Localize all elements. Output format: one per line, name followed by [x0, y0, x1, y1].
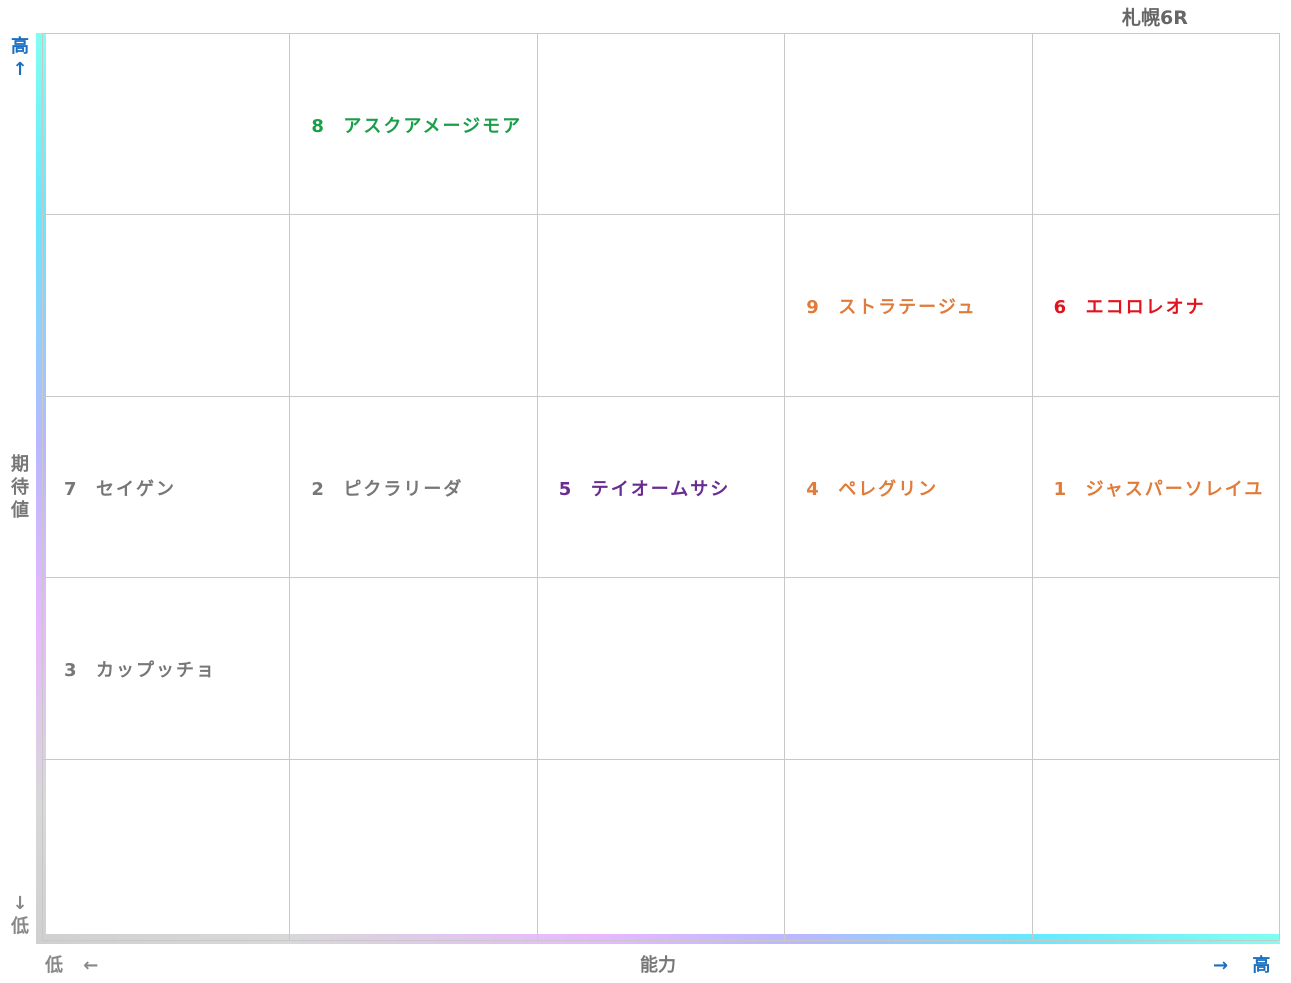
grid-line	[42, 758, 1279, 760]
grid-line	[42, 577, 1279, 579]
y-axis-bar	[36, 33, 46, 943]
grid-line	[42, 214, 1279, 216]
x-label: 能力	[640, 955, 676, 976]
y-label: 期待値	[11, 454, 29, 521]
horse-name: セイゲン	[96, 478, 176, 500]
horse-number: 5	[558, 478, 574, 500]
grid-line	[42, 33, 1279, 34]
horse-name: ジャスパーソレイユ	[1085, 478, 1265, 500]
y-low: ↓低	[11, 893, 29, 937]
horse-name: テイオームサシ	[590, 478, 731, 500]
x-low: 低 ←	[45, 955, 99, 976]
horse-name: エコロレオナ	[1085, 297, 1206, 319]
horse-entry: 2 ピクラリーダ	[311, 475, 463, 501]
horse-entry: 7 セイゲン	[64, 475, 176, 501]
horse-number: 3	[64, 659, 79, 681]
grid-line	[784, 33, 786, 940]
horse-number: 8	[311, 115, 326, 137]
horse-number: 1	[1053, 478, 1069, 500]
title: 札幌6R	[1122, 7, 1188, 29]
grid-line	[42, 940, 1279, 941]
horse-entry: 4 ペレグリン	[806, 475, 938, 501]
horse-number: 7	[64, 478, 79, 500]
horse-name: ピクラリーダ	[343, 478, 464, 500]
horse-name: ストラテージュ	[838, 297, 977, 319]
x-high: → 高	[1213, 955, 1271, 976]
horse-entry: 8 アスクアメージモア	[311, 112, 522, 138]
grid-line	[42, 33, 43, 940]
horse-entry: 3 カップッチョ	[64, 656, 216, 682]
grid-line	[1031, 33, 1033, 940]
horse-name: ペレグリン	[838, 478, 939, 500]
horse-number: 2	[311, 478, 326, 500]
x-axis-bar	[36, 934, 1280, 944]
horse-number: 6	[1053, 297, 1069, 319]
horse-name: アスクアメージモア	[343, 115, 523, 137]
grid-line	[1279, 33, 1280, 940]
horse-entry: 5 テイオームサシ	[559, 475, 730, 501]
horse-entry: 6 エコロレオナ	[1054, 293, 1206, 319]
horse-entry: 9 ストラテージュ	[806, 293, 976, 319]
grid-line	[289, 33, 291, 940]
horse-name: カップッチョ	[96, 659, 216, 681]
horse-number: 9	[806, 297, 821, 319]
grid-line	[536, 33, 538, 940]
horse-entry: 1 ジャスパーソレイユ	[1054, 475, 1265, 501]
y-high: 高↑	[11, 36, 29, 80]
horse-number: 4	[806, 478, 821, 500]
grid-line	[42, 395, 1279, 397]
